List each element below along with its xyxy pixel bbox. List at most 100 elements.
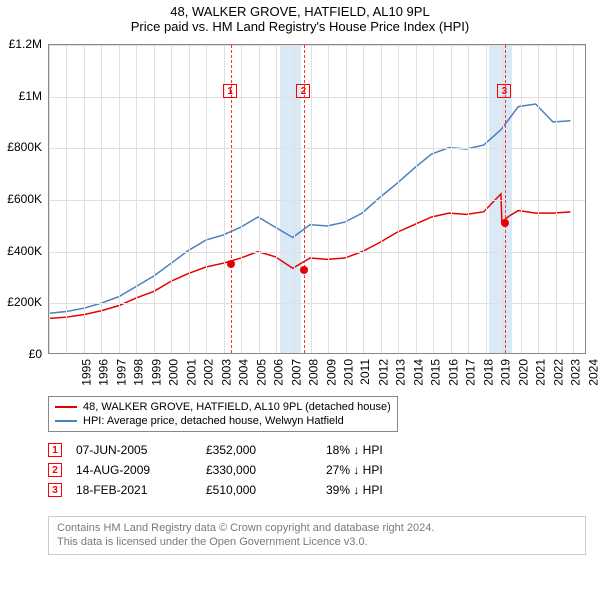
x-tick-label: 2012 xyxy=(377,359,391,386)
x-tick-label: 2024 xyxy=(586,359,600,386)
x-tick-label: 2007 xyxy=(289,359,303,386)
x-tick-label: 2003 xyxy=(219,359,233,386)
x-tick-label: 2008 xyxy=(307,359,321,386)
grid-line xyxy=(154,45,155,353)
x-tick-label: 2017 xyxy=(464,359,478,386)
attribution: Contains HM Land Registry data © Crown c… xyxy=(48,516,586,555)
grid-line xyxy=(398,45,399,353)
grid-line xyxy=(294,45,295,353)
transaction-row: 1 07-JUN-2005£352,00018% ↓ HPI xyxy=(48,440,446,460)
x-tick-label: 2010 xyxy=(342,359,356,386)
grid-line xyxy=(136,45,137,353)
x-tick-label: 1997 xyxy=(115,359,129,386)
legend: 48, WALKER GROVE, HATFIELD, AL10 9PL (de… xyxy=(48,396,398,432)
y-tick-label: £600K xyxy=(2,192,42,206)
x-tick-label: 2013 xyxy=(394,359,408,386)
transaction-marker: 2 xyxy=(48,463,62,477)
sale-dot xyxy=(300,266,308,274)
grid-line xyxy=(66,45,67,353)
page-title: 48, WALKER GROVE, HATFIELD, AL10 9PL xyxy=(0,4,600,19)
x-tick-label: 2005 xyxy=(254,359,268,386)
transaction-marker: 3 xyxy=(48,483,62,497)
x-tick-label: 2011 xyxy=(358,359,372,385)
grid-line xyxy=(346,45,347,353)
grid-line xyxy=(573,45,574,353)
y-tick-label: £400K xyxy=(2,244,42,258)
y-tick-label: £1M xyxy=(2,89,42,103)
grid-line xyxy=(119,45,120,353)
x-tick-label: 1995 xyxy=(80,359,94,386)
legend-label-hpi: HPI: Average price, detached house, Welw… xyxy=(83,415,344,427)
transaction-row: 3 18-FEB-2021£510,00039% ↓ HPI xyxy=(48,480,446,500)
x-tick-label: 2004 xyxy=(237,359,251,386)
grid-line xyxy=(433,45,434,353)
x-tick-label: 2020 xyxy=(516,359,530,386)
transaction-price: £352,000 xyxy=(206,443,326,457)
x-tick-label: 2016 xyxy=(447,359,461,386)
grid-line xyxy=(451,45,452,353)
page-subtitle: Price paid vs. HM Land Registry's House … xyxy=(0,19,600,36)
grid-line xyxy=(328,45,329,353)
sale-marker-box: 1 xyxy=(223,84,237,98)
x-tick-label: 2014 xyxy=(412,359,426,386)
legend-swatch-property xyxy=(55,406,77,408)
grid-line xyxy=(416,45,417,353)
x-tick-label: 2019 xyxy=(499,359,513,386)
grid-line xyxy=(171,45,172,353)
transaction-date: 07-JUN-2005 xyxy=(76,443,206,457)
grid-line xyxy=(241,45,242,353)
y-tick-label: £800K xyxy=(2,140,42,154)
x-tick-label: 2001 xyxy=(185,359,199,386)
grid-line xyxy=(276,45,277,353)
transaction-price: £510,000 xyxy=(206,483,326,497)
grid-line xyxy=(259,45,260,353)
x-tick-label: 1999 xyxy=(150,359,164,386)
grid-line xyxy=(538,45,539,353)
grid-line xyxy=(363,45,364,353)
x-tick-label: 2002 xyxy=(202,359,216,386)
grid-line xyxy=(468,45,469,353)
sale-marker-box: 3 xyxy=(497,84,511,98)
attribution-line2: This data is licensed under the Open Gov… xyxy=(57,535,577,549)
x-tick-label: 2006 xyxy=(272,359,286,386)
legend-item-hpi: HPI: Average price, detached house, Welw… xyxy=(55,414,391,428)
sale-dot xyxy=(501,219,509,227)
y-tick-label: £1.2M xyxy=(2,37,42,51)
y-tick-label: £200K xyxy=(2,295,42,309)
grid-line xyxy=(556,45,557,353)
grid-line xyxy=(189,45,190,353)
transaction-hpi-delta: 27% ↓ HPI xyxy=(326,463,446,477)
x-tick-label: 2015 xyxy=(429,359,443,386)
x-tick-label: 2009 xyxy=(324,359,338,386)
x-tick-label: 1996 xyxy=(97,359,111,386)
transaction-price: £330,000 xyxy=(206,463,326,477)
legend-item-property: 48, WALKER GROVE, HATFIELD, AL10 9PL (de… xyxy=(55,400,391,414)
sale-marker-box: 2 xyxy=(296,84,310,98)
transaction-marker: 1 xyxy=(48,443,62,457)
transactions-table: 1 07-JUN-2005£352,00018% ↓ HPI 2 14-AUG-200… xyxy=(48,440,446,500)
x-tick-label: 2021 xyxy=(534,359,548,386)
x-tick-label: 2023 xyxy=(569,359,583,386)
attribution-line1: Contains HM Land Registry data © Crown c… xyxy=(57,521,577,535)
grid-line xyxy=(311,45,312,353)
grid-line xyxy=(521,45,522,353)
x-tick-label: 1998 xyxy=(132,359,146,386)
y-tick-label: £0 xyxy=(2,347,42,361)
legend-swatch-hpi xyxy=(55,420,77,422)
sale-dot xyxy=(227,260,235,268)
transaction-hpi-delta: 39% ↓ HPI xyxy=(326,483,446,497)
grid-line xyxy=(381,45,382,353)
transaction-date: 14-AUG-2009 xyxy=(76,463,206,477)
x-tick-label: 2022 xyxy=(551,359,565,386)
transaction-date: 18-FEB-2021 xyxy=(76,483,206,497)
transaction-hpi-delta: 18% ↓ HPI xyxy=(326,443,446,457)
x-tick-label: 2000 xyxy=(167,359,181,386)
transaction-row: 2 14-AUG-2009£330,00027% ↓ HPI xyxy=(48,460,446,480)
legend-label-property: 48, WALKER GROVE, HATFIELD, AL10 9PL (de… xyxy=(83,401,391,413)
grid-line xyxy=(206,45,207,353)
grid-line xyxy=(101,45,102,353)
grid-line xyxy=(486,45,487,353)
grid-line xyxy=(84,45,85,353)
x-tick-label: 2018 xyxy=(481,359,495,386)
grid-line xyxy=(49,45,50,353)
